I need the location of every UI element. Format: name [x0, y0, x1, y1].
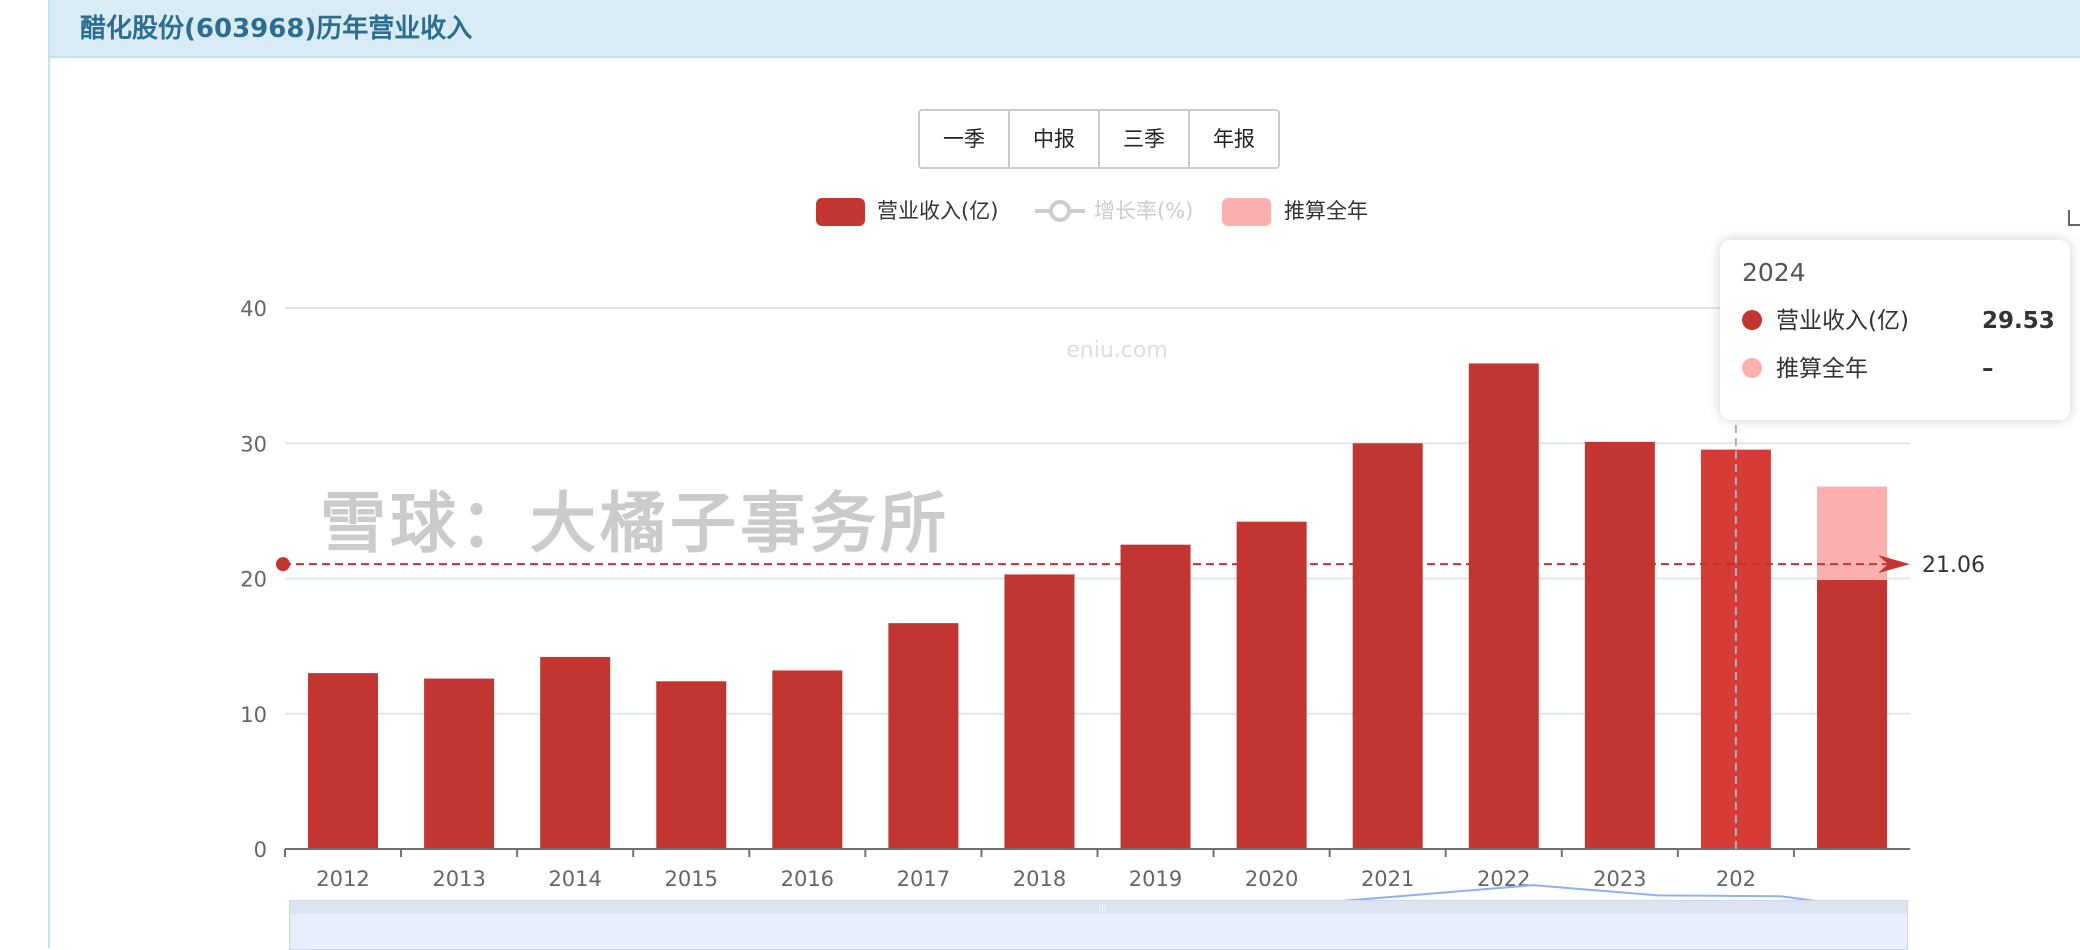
revenue-bar: [888, 623, 959, 849]
chart-tooltip: 2024 营业收入(亿) 29.53 推算全年 –: [1720, 240, 2070, 420]
revenue-bar: [1004, 574, 1075, 849]
x-tick-label: 2017: [897, 867, 950, 891]
tooltip-value: 29.53: [1982, 308, 2055, 334]
x-tick-label: 2014: [548, 867, 601, 891]
restore-icon[interactable]: [2068, 210, 2080, 226]
legend-label-estimate: 推算全年: [1284, 199, 1368, 223]
x-tick-label: 2015: [665, 867, 718, 891]
revenue-bar: [1352, 443, 1423, 849]
period-q1-button[interactable]: 一季: [920, 111, 1010, 167]
revenue-bar: [540, 656, 611, 849]
average-line-arrow: [1878, 555, 1910, 574]
revenue-bar: [1120, 544, 1191, 849]
period-button-group: 一季 中报 三季 年报: [918, 109, 1280, 169]
revenue-bar: [308, 673, 379, 849]
x-tick-label: 2012: [316, 867, 369, 891]
period-half-button[interactable]: 中报: [1010, 111, 1100, 167]
x-tick-label: 2021: [1361, 867, 1414, 891]
data-zoom-slider[interactable]: |||: [289, 900, 1908, 950]
x-tick-label: 2016: [781, 867, 834, 891]
panel-border: [48, 0, 50, 948]
eniu-watermark: eniu.com: [1066, 338, 1168, 363]
x-tick-label: 2020: [1245, 867, 1298, 891]
revenue-bar: [424, 678, 495, 849]
legend-label-revenue: 营业收入(亿): [877, 199, 999, 223]
period-annual-button[interactable]: 年报: [1213, 127, 1255, 151]
data-zoom-drag-handle[interactable]: |||: [290, 901, 1907, 914]
x-tick-label: 202: [1716, 867, 1756, 891]
x-tick-label: 2019: [1129, 867, 1182, 891]
period-q3-button[interactable]: 三季: [1100, 111, 1190, 167]
revenue-bar: [656, 681, 727, 849]
estimate-dot-icon: [1742, 358, 1762, 378]
line-circle-icon: [1035, 200, 1085, 222]
revenue-bar: [1816, 579, 1887, 849]
tooltip-row-estimate: 推算全年 –: [1742, 354, 1994, 384]
y-tick-label: 0: [254, 838, 267, 862]
y-tick-label: 30: [240, 432, 267, 456]
legend-label-growth: 增长率(%): [1094, 199, 1194, 223]
legend-swatch-revenue: [816, 198, 865, 226]
page-title: 醋化股份(603968)历年营业收入: [80, 14, 473, 44]
tooltip-label: 营业收入(亿): [1776, 308, 1909, 334]
average-line-start-dot: [276, 557, 290, 572]
x-tick-label: 2013: [432, 867, 485, 891]
y-tick-label: 40: [240, 297, 267, 321]
x-tick-label: 2018: [1013, 867, 1066, 891]
x-tick-label: 2023: [1593, 867, 1646, 891]
average-line-label: 21.06: [1922, 553, 1985, 578]
tooltip-row-revenue: 营业收入(亿) 29.53: [1742, 306, 2055, 336]
tooltip-label: 推算全年: [1776, 356, 1868, 382]
tooltip-title: 2024: [1742, 258, 1806, 287]
estimate-bar: [1816, 486, 1887, 580]
xueqiu-watermark: 雪球：大橘子事务所: [320, 485, 950, 562]
tooltip-value: –: [1982, 356, 1994, 382]
y-tick-label: 20: [240, 568, 267, 592]
revenue-bar: [1468, 363, 1539, 849]
revenue-bar: [1236, 521, 1307, 849]
revenue-bar: [772, 670, 843, 849]
y-tick-label: 10: [240, 703, 267, 727]
panel-header: 醋化股份(603968)历年营业收入: [50, 0, 2080, 58]
legend-swatch-estimate: [1222, 198, 1271, 226]
revenue-dot-icon: [1742, 310, 1762, 330]
revenue-bar: [1584, 441, 1655, 849]
